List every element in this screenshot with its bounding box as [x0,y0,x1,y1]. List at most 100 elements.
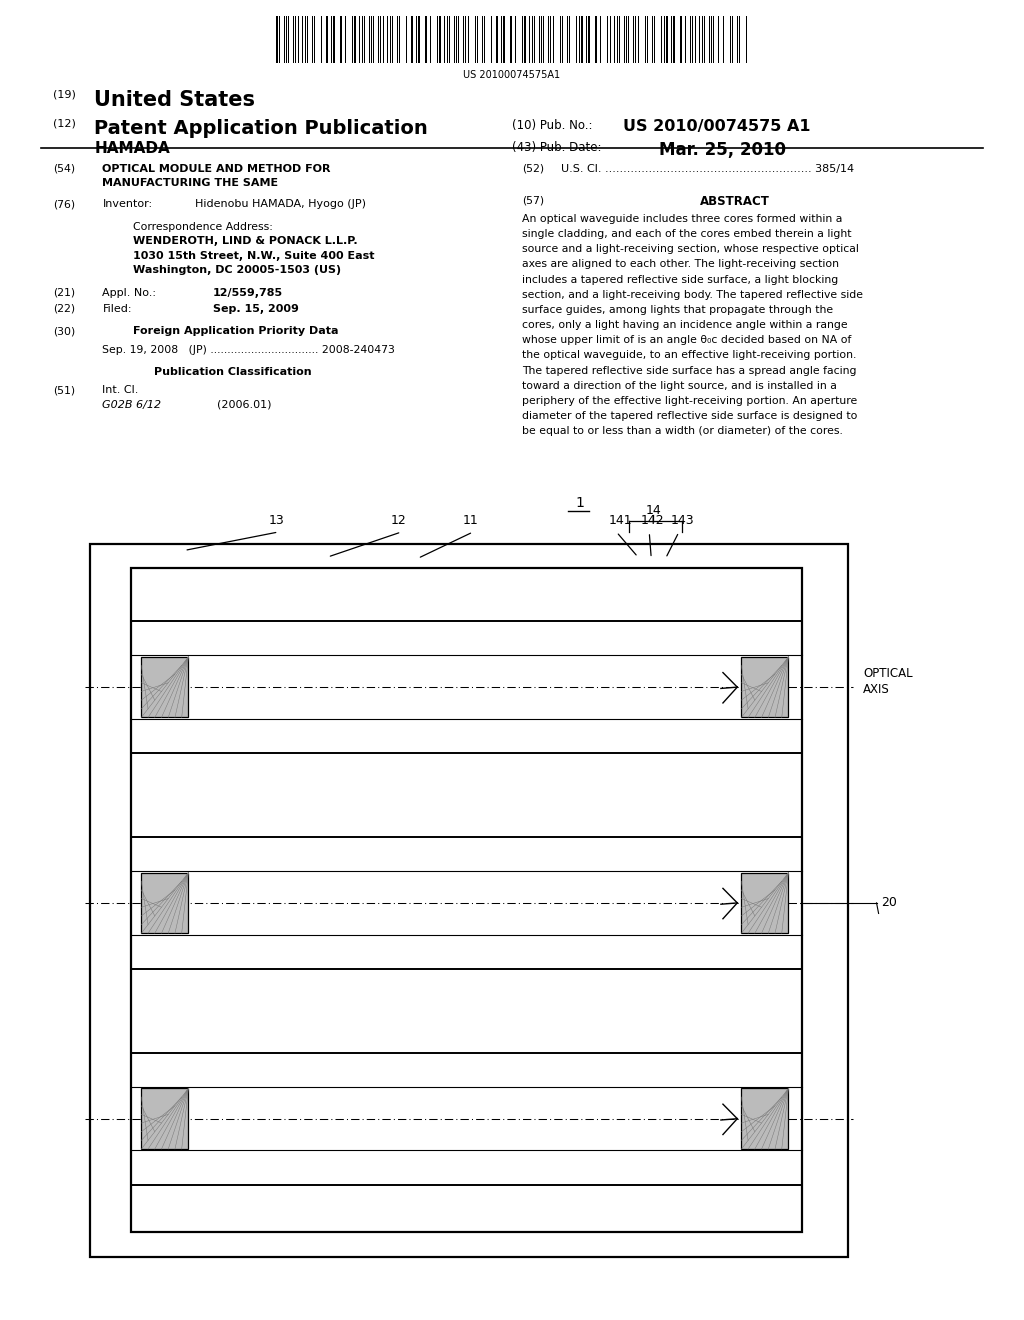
Bar [276,16,278,63]
Bar [673,16,675,63]
Bar [652,16,653,63]
Text: section, and a light-receiving body. The tapered reflective side: section, and a light-receiving body. The… [522,289,863,300]
Bar [411,16,413,63]
Text: ABSTRACT: ABSTRACT [700,195,770,209]
Text: OPTICAL
AXIS: OPTICAL AXIS [863,668,912,697]
Bar [482,16,483,63]
Text: surface guides, among lights that propagate through the: surface guides, among lights that propag… [522,305,834,315]
Bar [609,16,611,63]
Text: periphery of the effective light-receiving portion. An aperture: periphery of the effective light-receivi… [522,396,857,407]
Bar [319,16,321,63]
Bar [694,16,696,63]
Text: The tapered reflective side surface has a spread angle facing: The tapered reflective side surface has … [522,366,857,376]
Text: Inventor:: Inventor: [102,199,153,210]
Text: Hidenobu HAMADA, Hyogo (JP): Hidenobu HAMADA, Hyogo (JP) [195,199,366,210]
Text: U.S. Cl. ......................................................... 385/14: U.S. Cl. ...............................… [561,164,854,174]
Bar [503,16,505,63]
Bar [497,16,498,63]
Text: cores, only a light having an incidence angle within a range: cores, only a light having an incidence … [522,319,848,330]
Text: 20: 20 [881,896,897,909]
Bar [560,16,561,63]
Bar [574,16,575,63]
Bar [425,16,427,63]
Bar [446,16,447,63]
Text: Int. Cl.: Int. Cl. [102,385,139,396]
Text: Appl. No.:: Appl. No.: [102,288,157,298]
Bar [131,568,802,1232]
Text: 143: 143 [671,513,694,527]
Bar [454,16,455,63]
Text: HAMADA: HAMADA [94,141,170,156]
Bar [709,16,710,63]
Bar [638,16,639,63]
Text: (21): (21) [53,288,76,298]
Bar [468,16,469,63]
Bar [716,16,717,63]
Bar [326,16,328,63]
Text: 141: 141 [608,513,632,527]
Bar [305,16,306,63]
Bar [141,657,188,718]
Bar [680,16,682,63]
Bar [432,16,434,63]
Bar [539,16,540,63]
Bar [582,16,583,63]
Bar [531,16,534,63]
Bar [624,16,625,63]
Bar [404,16,406,63]
Text: 1: 1 [575,495,585,510]
Bar [741,1088,788,1148]
Bar [645,16,646,63]
Text: 11: 11 [463,513,478,527]
Bar [390,16,391,63]
Bar [687,16,689,63]
Text: whose upper limit of is an angle θ₀c decided based on NA of: whose upper limit of is an angle θ₀c dec… [522,335,852,346]
Text: WENDEROTH, LIND & PONACK L.L.P.: WENDEROTH, LIND & PONACK L.L.P. [133,236,357,247]
Bar [291,16,292,63]
Text: diameter of the tapered reflective side surface is designed to: diameter of the tapered reflective side … [522,411,858,421]
Text: the optical waveguide, to an effective light-receiving portion.: the optical waveguide, to an effective l… [522,350,857,360]
Text: G02B 6/12: G02B 6/12 [102,400,162,411]
Text: Washington, DC 20005-1503 (US): Washington, DC 20005-1503 (US) [133,265,341,276]
Bar [418,16,420,63]
Text: Sep. 19, 2008   (JP) ................................ 2008-240473: Sep. 19, 2008 (JP) .....................… [102,345,395,355]
Bar [701,16,703,63]
Bar [524,16,526,63]
Bar [141,1088,188,1148]
Bar [616,16,618,63]
Bar [567,16,568,63]
Bar [475,16,476,63]
Text: (51): (51) [53,385,76,396]
Text: 142: 142 [641,513,665,527]
Bar [730,16,731,63]
Text: Publication Classification: Publication Classification [154,367,311,378]
Text: US 2010/0074575 A1: US 2010/0074575 A1 [623,119,810,133]
Text: Filed:: Filed: [102,304,132,314]
Bar [461,16,462,63]
Text: (30): (30) [53,326,76,337]
Text: (57): (57) [522,195,545,206]
Text: (2006.01): (2006.01) [217,400,271,411]
Bar [517,16,519,63]
Bar [333,16,335,63]
Text: single cladding, and each of the cores embed therein a light: single cladding, and each of the cores e… [522,230,852,239]
Bar [723,16,724,63]
Text: United States: United States [94,90,255,110]
Text: (54): (54) [53,164,76,174]
Bar [340,16,342,63]
Text: US 20100074575A1: US 20100074575A1 [464,70,560,81]
Bar [347,16,349,63]
Bar [376,16,377,63]
Text: Patent Application Publication: Patent Application Publication [94,119,428,137]
Bar [284,16,285,63]
Bar [741,873,788,933]
Bar [489,16,490,63]
Text: includes a tapered reflective side surface, a light blocking: includes a tapered reflective side surfa… [522,275,839,285]
Text: (19): (19) [53,90,76,100]
Text: (52): (52) [522,164,545,174]
Bar [667,16,668,63]
Bar [361,16,362,63]
Text: Correspondence Address:: Correspondence Address: [133,222,273,232]
Text: 1030 15th Street, N.W., Suite 400 East: 1030 15th Street, N.W., Suite 400 East [133,251,375,261]
Bar [90,544,848,1257]
